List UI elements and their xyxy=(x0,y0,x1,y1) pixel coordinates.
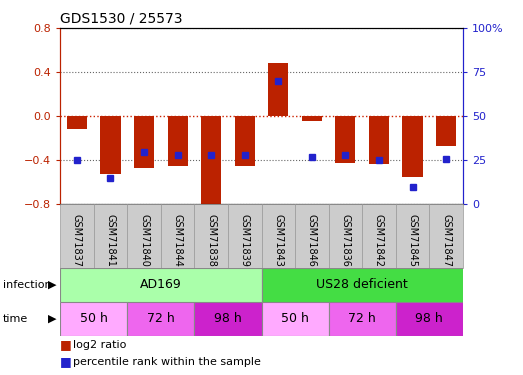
Text: GSM71845: GSM71845 xyxy=(407,214,417,267)
Text: 50 h: 50 h xyxy=(281,312,309,325)
Bar xyxy=(228,204,262,268)
Bar xyxy=(328,204,362,268)
Bar xyxy=(195,204,228,268)
Bar xyxy=(60,302,127,336)
Bar xyxy=(262,204,295,268)
Text: ■: ■ xyxy=(60,339,72,351)
Bar xyxy=(262,268,463,302)
Text: log2 ratio: log2 ratio xyxy=(73,340,127,350)
Text: ■: ■ xyxy=(60,356,72,368)
Bar xyxy=(201,116,221,211)
Text: US28 deficient: US28 deficient xyxy=(316,279,408,291)
Bar xyxy=(127,204,161,268)
Text: GSM71844: GSM71844 xyxy=(173,214,183,267)
Text: ▶: ▶ xyxy=(48,280,56,290)
Bar xyxy=(94,204,127,268)
Bar xyxy=(396,302,463,336)
Text: AD169: AD169 xyxy=(140,279,181,291)
Text: GDS1530 / 25573: GDS1530 / 25573 xyxy=(60,12,183,26)
Bar xyxy=(134,116,154,168)
Bar xyxy=(396,204,429,268)
Bar xyxy=(127,302,195,336)
Text: 50 h: 50 h xyxy=(80,312,108,325)
Text: GSM71839: GSM71839 xyxy=(240,214,249,267)
Bar xyxy=(302,116,322,121)
Text: 98 h: 98 h xyxy=(214,312,242,325)
Text: GSM71846: GSM71846 xyxy=(307,214,317,267)
Text: ▶: ▶ xyxy=(48,314,56,324)
Text: GSM71841: GSM71841 xyxy=(106,214,116,267)
Bar xyxy=(195,302,262,336)
Bar xyxy=(268,63,288,116)
Bar xyxy=(161,204,195,268)
Text: GSM71847: GSM71847 xyxy=(441,214,451,267)
Bar xyxy=(295,204,328,268)
Text: 72 h: 72 h xyxy=(147,312,175,325)
Text: GSM71836: GSM71836 xyxy=(340,214,350,267)
Bar xyxy=(100,116,121,174)
Bar xyxy=(262,302,328,336)
Bar xyxy=(335,116,356,162)
Text: infection: infection xyxy=(3,280,51,290)
Bar xyxy=(362,204,396,268)
Text: 72 h: 72 h xyxy=(348,312,376,325)
Text: time: time xyxy=(3,314,28,324)
Bar xyxy=(429,204,463,268)
Bar xyxy=(60,268,262,302)
Text: GSM71837: GSM71837 xyxy=(72,214,82,267)
Text: GSM71842: GSM71842 xyxy=(374,214,384,267)
Bar xyxy=(167,116,188,166)
Bar xyxy=(235,116,255,166)
Text: GSM71840: GSM71840 xyxy=(139,214,149,267)
Bar xyxy=(60,204,94,268)
Text: percentile rank within the sample: percentile rank within the sample xyxy=(73,357,261,367)
Bar xyxy=(328,302,396,336)
Text: GSM71838: GSM71838 xyxy=(206,214,216,267)
Bar xyxy=(67,116,87,129)
Bar xyxy=(369,116,389,164)
Text: 98 h: 98 h xyxy=(415,312,443,325)
Bar xyxy=(436,116,456,146)
Text: GSM71843: GSM71843 xyxy=(274,214,283,267)
Bar xyxy=(403,116,423,177)
